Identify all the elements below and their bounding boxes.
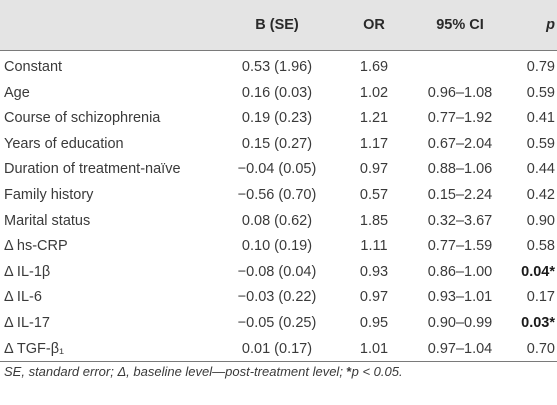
p-value-cell: 0.58 bbox=[526, 238, 555, 255]
variable-cell: Years of education bbox=[4, 135, 124, 152]
table-row: Constant 0.53 (1.96) 1.69 0.79 bbox=[0, 54, 557, 80]
table-row: Δ IL-1β −0.08 (0.04) 0.93 0.86–1.00 0.04* bbox=[0, 259, 557, 285]
b-se-cell: −0.03 (0.22) bbox=[237, 289, 317, 306]
p-value-cell: 0.04* bbox=[521, 263, 555, 280]
header-or: OR bbox=[363, 17, 385, 33]
or-cell: 0.95 bbox=[359, 315, 389, 331]
b-se-cell: −0.05 (0.25) bbox=[237, 315, 317, 331]
or-cell: 1.02 bbox=[359, 84, 389, 101]
or-cell: 0.57 bbox=[359, 187, 389, 203]
table-row: Duration of treatment-naïve −0.04 (0.05) 0… bbox=[0, 156, 557, 182]
variable-cell: Δ TGF-β₁ bbox=[4, 340, 64, 357]
p-value-cell: 0.59 bbox=[526, 135, 555, 152]
p-value-cell: 0.44 bbox=[526, 161, 555, 178]
p-value-cell: 0.79 bbox=[526, 59, 555, 75]
table-row: Δ TGF-β₁ 0.01 (0.17) 1.01 0.97–1.04 0.70 bbox=[0, 336, 557, 362]
or-cell: 1.01 bbox=[359, 340, 389, 357]
table-row: Δ IL-6 −0.03 (0.22) 0.97 0.93–1.01 0.17 bbox=[0, 284, 557, 310]
ci-cell: 0.86–1.00 bbox=[427, 263, 493, 280]
variable-cell: Course of schizophrenia bbox=[4, 110, 161, 127]
table-row: Δ hs-CRP 0.10 (0.19) 1.11 0.77–1.59 0.58 bbox=[0, 233, 557, 259]
header-divider bbox=[0, 50, 557, 51]
footnote-p: p < 0.05. bbox=[351, 364, 403, 379]
b-se-cell: 0.15 (0.27) bbox=[241, 135, 313, 152]
ci-cell: 0.96–1.08 bbox=[427, 84, 493, 101]
variable-cell: Duration of treatment-naïve bbox=[4, 161, 181, 178]
ci-cell: 0.67–2.04 bbox=[427, 135, 493, 152]
ci-cell: 0.77–1.59 bbox=[427, 238, 493, 255]
p-value-cell: 0.42 bbox=[526, 187, 555, 203]
footnote-text: SE, standard error; Δ, baseline level—po… bbox=[4, 364, 347, 379]
ci-cell: 0.15–2.24 bbox=[427, 187, 493, 203]
or-cell: 0.97 bbox=[359, 289, 389, 306]
header-p: p bbox=[546, 17, 555, 33]
p-value-cell: 0.41 bbox=[526, 110, 555, 127]
variable-cell: Constant bbox=[4, 59, 63, 75]
variable-cell: Family history bbox=[4, 187, 94, 203]
p-value-cell: 0.59 bbox=[526, 84, 555, 101]
table-row: Marital status 0.08 (0.62) 1.85 0.32–3.67 0.… bbox=[0, 208, 557, 234]
header-ci: 95% CI bbox=[436, 17, 484, 33]
b-se-cell: −0.56 (0.70) bbox=[237, 187, 317, 203]
table-header: B (SE) OR 95% CI p bbox=[0, 0, 557, 50]
or-cell: 1.85 bbox=[359, 212, 389, 229]
or-cell: 1.69 bbox=[359, 59, 389, 75]
ci-cell: 0.90–0.99 bbox=[427, 315, 493, 331]
variable-cell: Age bbox=[4, 84, 30, 101]
variable-cell: Δ hs-CRP bbox=[4, 238, 68, 255]
ci-cell: 0.97–1.04 bbox=[427, 340, 493, 357]
p-value-cell: 0.90 bbox=[526, 212, 555, 229]
variable-cell: Marital status bbox=[4, 212, 91, 229]
or-cell: 1.11 bbox=[360, 238, 388, 255]
p-value-cell: 0.70 bbox=[526, 340, 555, 357]
table-row: Course of schizophrenia 0.19 (0.23) 1.21 0.… bbox=[0, 105, 557, 131]
ci-cell: 0.32–3.67 bbox=[427, 212, 493, 229]
bottom-divider bbox=[0, 361, 557, 362]
b-se-cell: −0.08 (0.04) bbox=[237, 263, 317, 280]
b-se-cell: 0.08 (0.62) bbox=[241, 212, 313, 229]
ci-cell: 0.77–1.92 bbox=[427, 110, 493, 127]
ci-cell: 0.93–1.01 bbox=[427, 289, 493, 306]
variable-cell: Δ IL-1β bbox=[4, 263, 51, 280]
table-row: Δ IL-17 −0.05 (0.25) 0.95 0.90–0.99 0.03* bbox=[0, 310, 557, 336]
or-cell: 0.97 bbox=[359, 161, 389, 178]
b-se-cell: 0.16 (0.03) bbox=[241, 84, 313, 101]
ci-cell: 0.88–1.06 bbox=[427, 161, 493, 178]
or-cell: 1.21 bbox=[359, 110, 389, 127]
b-se-cell: −0.04 (0.05) bbox=[237, 161, 317, 178]
table-row: Age 0.16 (0.03) 1.02 0.96–1.08 0.59 bbox=[0, 80, 557, 106]
b-se-cell: 0.19 (0.23) bbox=[241, 110, 313, 127]
or-cell: 0.93 bbox=[359, 263, 389, 280]
table-row: Family history −0.56 (0.70) 0.57 0.15–2.24 0… bbox=[0, 182, 557, 208]
or-cell: 1.17 bbox=[359, 135, 389, 152]
table-footnote: SE, standard error; Δ, baseline level—po… bbox=[4, 364, 403, 379]
table-row: Years of education 0.15 (0.27) 1.17 0.67–2.… bbox=[0, 131, 557, 157]
header-b-se: B (SE) bbox=[255, 17, 299, 33]
p-value-cell: 0.17 bbox=[526, 289, 555, 306]
p-value-cell: 0.03* bbox=[521, 315, 555, 331]
b-se-cell: 0.01 (0.17) bbox=[241, 340, 313, 357]
variable-cell: Δ IL-17 bbox=[4, 315, 50, 331]
variable-cell: Δ IL-6 bbox=[4, 289, 42, 306]
b-se-cell: 0.10 (0.19) bbox=[241, 238, 313, 255]
footnote-star: * bbox=[346, 364, 352, 379]
b-se-cell: 0.53 (1.96) bbox=[241, 59, 313, 75]
